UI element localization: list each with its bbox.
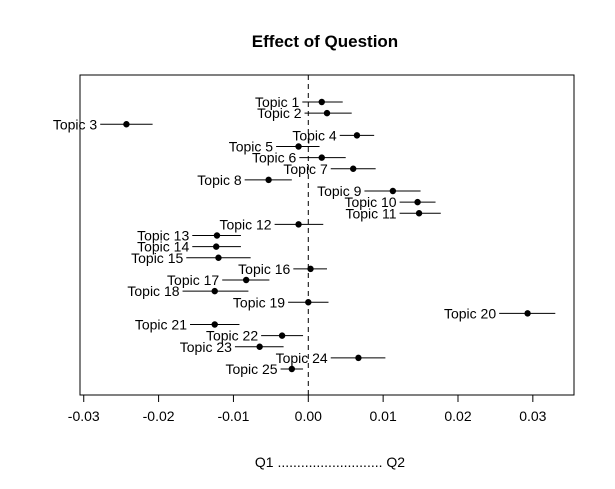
- x-tick-label: 0.03: [519, 408, 546, 424]
- point-label: Topic 19: [233, 294, 285, 310]
- data-point: [307, 265, 314, 273]
- point-label: Topic 24: [276, 350, 328, 366]
- point-label: Topic 20: [444, 305, 496, 321]
- x-tick-label: -0.02: [143, 408, 175, 424]
- data-point: [414, 198, 421, 206]
- data-point: [242, 276, 250, 284]
- point-label: Topic 15: [131, 250, 183, 266]
- data-point: [349, 165, 357, 172]
- point-label: Topic 1: [255, 94, 300, 110]
- point-label: Topic 22: [206, 328, 258, 344]
- data-point: [265, 176, 272, 184]
- point-label: Topic 12: [219, 216, 271, 232]
- data-point: [288, 365, 296, 373]
- point-label: Topic 10: [344, 194, 396, 210]
- data-point: [123, 121, 130, 128]
- point-label: Topic 4: [292, 127, 337, 143]
- point-label: Topic 25: [225, 361, 277, 377]
- data-point: [323, 109, 331, 117]
- x-tick-label: 0.00: [295, 408, 322, 424]
- data-point: [211, 287, 218, 295]
- data-point: [213, 232, 221, 239]
- data-point: [295, 221, 302, 228]
- data-point: [318, 98, 325, 106]
- x-tick-label: 0.02: [444, 408, 471, 424]
- point-label: Topic 2: [257, 105, 302, 121]
- point-label: Topic 23: [180, 339, 232, 355]
- point-label: Topic 16: [238, 261, 290, 277]
- chart-title: Effect of Question: [252, 32, 398, 51]
- point-label: Topic 8: [197, 172, 242, 188]
- x-tick-label: 0.01: [370, 408, 397, 424]
- x-tick-label: -0.01: [217, 408, 249, 424]
- data-point: [415, 210, 423, 217]
- point-label: Topic 11: [345, 205, 396, 221]
- point-label: Topic 14: [137, 239, 189, 255]
- data-point: [318, 154, 325, 161]
- data-point: [213, 243, 220, 250]
- point-label: Topic 3: [53, 116, 98, 132]
- point-label: Topic 17: [167, 272, 219, 288]
- data-point: [211, 321, 218, 328]
- x-axis: -0.03 -0.02 -0.01 0.00 0.01 0.02 0.03: [68, 394, 547, 424]
- point-label: Topic 5: [229, 139, 274, 155]
- data-point: [256, 343, 263, 350]
- x-tick-label: -0.03: [68, 408, 100, 424]
- point-label: Topic 21: [135, 317, 187, 333]
- x-axis-label: Q1 ........................... Q2: [255, 454, 405, 470]
- data-point: [278, 332, 286, 339]
- data-point: [295, 143, 302, 150]
- point-label: Topic 18: [127, 283, 179, 299]
- data-point: [305, 299, 312, 306]
- points-group: [123, 98, 531, 373]
- data-point: [353, 132, 361, 139]
- point-label: Topic 6: [252, 150, 297, 166]
- point-label: Topic 9: [317, 183, 362, 199]
- data-point: [215, 254, 222, 261]
- point-label: Topic 7: [283, 161, 328, 177]
- data-point: [355, 354, 362, 362]
- data-point: [389, 187, 397, 195]
- point-label: Topic 13: [137, 228, 189, 244]
- data-point: [524, 310, 531, 317]
